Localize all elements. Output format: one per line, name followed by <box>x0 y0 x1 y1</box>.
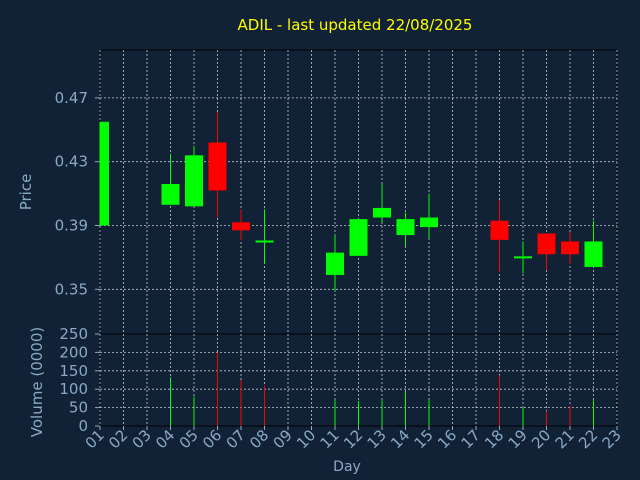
x-tick-label: 06 <box>199 426 225 452</box>
candle-body <box>373 207 391 218</box>
price-tick-label: 0.47 <box>55 89 88 107</box>
x-axis-label: Day <box>333 459 361 475</box>
x-tick-label: 07 <box>223 426 249 452</box>
candle-body <box>584 241 603 267</box>
chart-title: ADIL - last updated 22/08/2025 <box>238 16 473 34</box>
candle-body <box>100 121 109 226</box>
volume-tick-label: 50 <box>69 399 88 417</box>
candle-body <box>326 252 344 275</box>
candle-body <box>185 155 203 207</box>
volume-axis-label: Volume (0000) <box>28 327 46 437</box>
x-tick-label: 04 <box>152 426 178 452</box>
volume-tick-label: 0 <box>78 417 88 435</box>
x-tick-label: 03 <box>129 426 155 452</box>
x-tick-label: 10 <box>293 426 319 452</box>
x-tick-label: 21 <box>552 426 578 452</box>
volume-tick-label: 200 <box>59 343 88 361</box>
price-axis-label: Price <box>17 174 35 211</box>
volume-tick-label: 100 <box>59 380 88 398</box>
x-tick-label: 19 <box>505 426 531 452</box>
x-tick-label: 23 <box>599 426 625 452</box>
candle-body <box>161 184 180 205</box>
price-tick-label: 0.43 <box>55 153 88 171</box>
volume-tick-label: 250 <box>59 325 88 343</box>
x-tick-label: 08 <box>246 426 272 452</box>
x-tick-label: 17 <box>458 426 484 452</box>
candle-body <box>232 222 250 231</box>
candle-body <box>490 220 509 240</box>
volume-tick-label: 150 <box>59 362 88 380</box>
x-tick-label: 20 <box>528 426 554 452</box>
x-tick-label: 16 <box>434 426 460 452</box>
candle-body <box>537 233 556 255</box>
x-tick-label: 09 <box>270 426 296 452</box>
x-tick-label: 15 <box>411 426 437 452</box>
price-tick-label: 0.35 <box>55 280 88 298</box>
candle-body <box>420 217 438 228</box>
x-tick-label: 02 <box>105 426 131 452</box>
candle-body <box>561 241 579 255</box>
price-tick-label: 0.39 <box>55 217 88 235</box>
x-axis: 0102030405060708091011121314151617181920… <box>82 426 625 452</box>
x-tick-label: 18 <box>481 426 507 452</box>
candle-body <box>396 219 415 236</box>
x-tick-label: 12 <box>340 426 366 452</box>
x-tick-label: 05 <box>176 426 202 452</box>
x-tick-label: 11 <box>317 426 343 452</box>
candle-body <box>349 219 368 256</box>
candle-body <box>208 142 227 191</box>
x-tick-label: 14 <box>387 426 413 452</box>
x-tick-label: 13 <box>364 426 390 452</box>
price-panel: 0.35 0.39 0.43 0.47 <box>55 49 618 335</box>
x-tick-label: 22 <box>575 426 601 452</box>
